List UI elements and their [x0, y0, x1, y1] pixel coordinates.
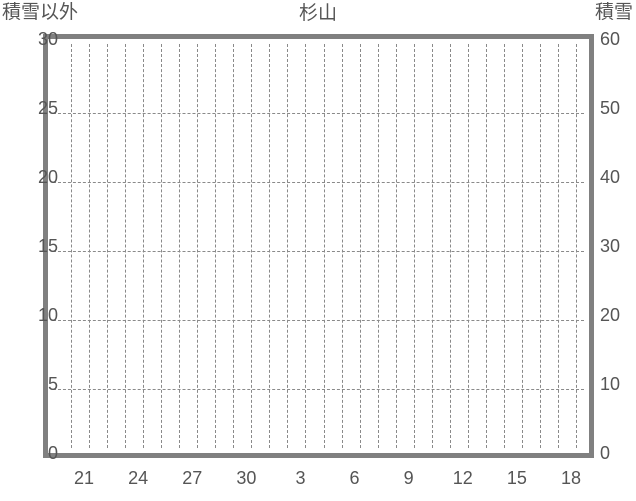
vertical-gridline: [71, 44, 73, 448]
vertical-gridline: [89, 44, 91, 448]
right-axis-title: 積雪: [594, 2, 633, 23]
vertical-gridline: [233, 44, 235, 448]
y-axis-left-tick-label: 20: [37, 167, 58, 187]
vertical-gridline: [125, 44, 127, 448]
y-axis-left-tick-label: 0: [47, 443, 58, 463]
vertical-gridline: [431, 44, 433, 448]
y-axis-left-tick-label: 30: [37, 29, 58, 49]
horizontal-gridline: [53, 113, 584, 114]
x-axis-tick-label: 24: [128, 468, 149, 488]
y-axis-left-tick-label: 25: [37, 98, 58, 118]
vertical-gridline: [467, 44, 469, 448]
x-axis-tick-label: 27: [182, 468, 203, 488]
x-axis-tick-label: 15: [506, 468, 527, 488]
vertical-gridline: [143, 44, 145, 448]
vertical-gridline: [539, 44, 541, 448]
chart-title: 杉山: [298, 3, 337, 24]
horizontal-gridline: [53, 320, 584, 321]
vertical-gridline: [197, 44, 199, 448]
vertical-gridline: [305, 44, 307, 448]
vertical-gridline: [575, 44, 577, 448]
vertical-gridline: [557, 44, 559, 448]
x-axis-tick-label: 21: [74, 468, 95, 488]
vertical-gridline: [323, 44, 325, 448]
vertical-gridline: [395, 44, 397, 448]
y-axis-right-tick-label: 60: [600, 29, 621, 49]
vertical-gridline: [251, 44, 253, 448]
y-axis-right-tick-label: 0: [600, 443, 611, 463]
plot-area: [53, 44, 584, 448]
y-axis-left-tick-label: 5: [47, 374, 58, 394]
x-axis-tick-label: 12: [452, 468, 473, 488]
horizontal-gridline: [53, 251, 584, 252]
left-axis-title: 積雪以外: [2, 2, 79, 23]
vertical-gridline: [341, 44, 343, 448]
vertical-gridline: [377, 44, 379, 448]
horizontal-gridline: [53, 182, 584, 183]
vertical-gridline: [449, 44, 451, 448]
x-axis-tick-label: 30: [236, 468, 257, 488]
y-axis-right-tick-label: 30: [600, 236, 621, 256]
x-axis-tick-label: 6: [349, 468, 360, 488]
vertical-gridline: [215, 44, 217, 448]
y-axis-left-tick-label: 15: [37, 236, 58, 256]
vertical-gridline: [161, 44, 163, 448]
vertical-gridline: [359, 44, 361, 448]
vertical-gridline: [485, 44, 487, 448]
y-axis-left-tick-label: 10: [37, 305, 58, 325]
y-axis-right-tick-label: 20: [600, 305, 621, 325]
y-axis-right-tick-label: 50: [600, 98, 621, 118]
y-axis-right-tick-label: 40: [600, 167, 621, 187]
horizontal-gridline: [53, 389, 584, 390]
y-axis-right-tick-label: 10: [600, 374, 621, 394]
x-axis-tick-label: 3: [295, 468, 306, 488]
vertical-gridline: [413, 44, 415, 448]
vertical-gridline: [107, 44, 109, 448]
vertical-gridline: [179, 44, 181, 448]
x-axis-tick-label: 18: [560, 468, 581, 488]
vertical-gridline: [521, 44, 523, 448]
x-axis-tick-label: 9: [403, 468, 414, 488]
plot-frame: [43, 34, 594, 458]
vertical-gridline: [287, 44, 289, 448]
vertical-gridline: [503, 44, 505, 448]
vertical-gridline: [269, 44, 271, 448]
